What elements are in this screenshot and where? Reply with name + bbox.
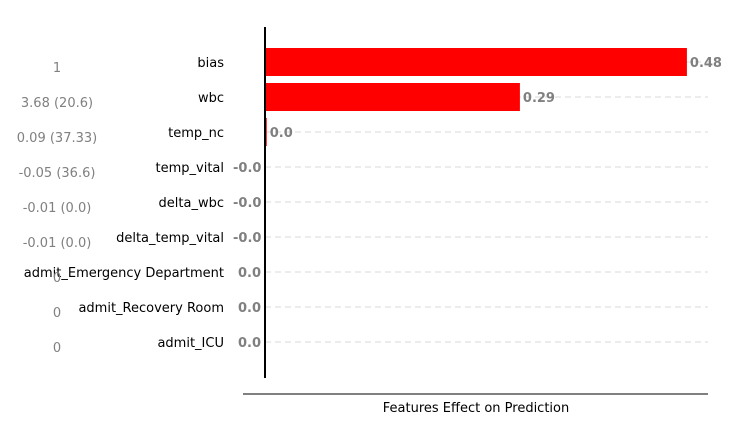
bar-value-label: 0.48 <box>690 56 722 71</box>
x-axis-title: Features Effect on Prediction <box>383 401 569 416</box>
bar-value-label: 0.0 <box>238 336 261 351</box>
bar-value-label: -0.0 <box>233 161 261 176</box>
category-label: bias <box>197 56 224 71</box>
bar <box>265 48 687 76</box>
feature-value-label: 1 <box>53 61 61 76</box>
bar-value-label: 0.0 <box>238 301 261 316</box>
feature-value-label: 0 <box>53 306 61 321</box>
feature-value-label: -0.01 (0.0) <box>23 201 92 216</box>
feature-value-label: 0 <box>53 271 61 286</box>
feature-value-label: 0 <box>53 341 61 356</box>
category-label: delta_temp_vital <box>116 231 224 246</box>
bar-value-label: 0.0 <box>238 266 261 281</box>
feature-value-label: -0.01 (0.0) <box>23 236 92 251</box>
labels: 0.48 bias 1 0.29 wbc 3.68 (20.6) 0.0 temp_nc 0.0… <box>17 56 722 356</box>
bar <box>265 83 520 111</box>
feature-value-label: -0.05 (36.6) <box>19 166 96 181</box>
category-label: temp_nc <box>168 126 224 141</box>
bar-value-label: 0.29 <box>523 91 555 106</box>
category-label: admit_ICU <box>157 336 224 351</box>
category-label: admit_Recovery Room <box>78 301 224 316</box>
bars <box>265 48 687 146</box>
category-label: delta_wbc <box>159 196 224 211</box>
category-label: admit_Emergency Department <box>24 266 224 281</box>
feature-value-label: 3.68 (20.6) <box>21 96 93 111</box>
category-label: wbc <box>198 91 224 106</box>
bar-value-label: -0.0 <box>233 231 261 246</box>
bar-value-label: -0.0 <box>233 196 261 211</box>
category-label: temp_vital <box>156 161 225 176</box>
feature-value-label: 0.09 (37.33) <box>17 131 97 146</box>
bar-value-label: 0.0 <box>270 126 293 141</box>
